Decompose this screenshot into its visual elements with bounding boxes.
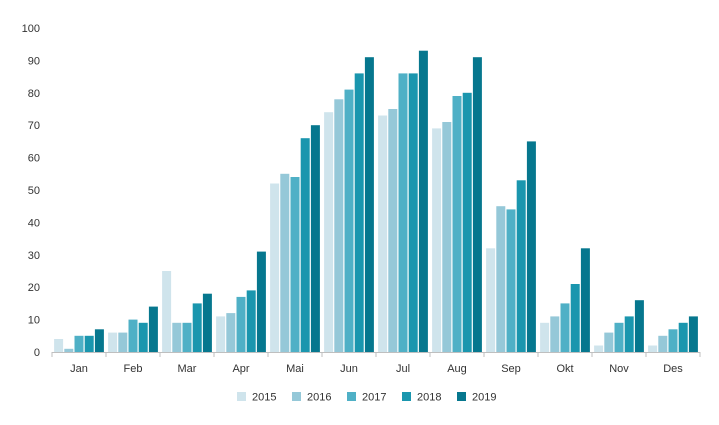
- bar-2018-jan: [84, 335, 94, 352]
- bar-2018-nov: [624, 316, 634, 352]
- bar-2017-feb: [128, 319, 138, 352]
- bar-2018-jul: [408, 73, 418, 353]
- y-tick-label: 40: [28, 217, 40, 229]
- bar-2018-jun: [354, 73, 364, 353]
- bar-2017-jul: [398, 73, 408, 353]
- y-tick-label: 30: [28, 250, 40, 262]
- bar-2015-mai: [270, 183, 280, 352]
- bar-2018-feb: [138, 322, 148, 352]
- legend-label-2015: 2015: [252, 392, 276, 404]
- bar-2016-des: [658, 335, 668, 352]
- bar-2017-nov: [614, 322, 624, 352]
- bars: [54, 50, 698, 353]
- y-tick-label: 0: [34, 347, 40, 359]
- legend-label-2017: 2017: [362, 392, 386, 404]
- bar-2016-jul: [388, 109, 398, 352]
- bar-2015-jul: [378, 115, 388, 352]
- bar-2017-jan: [74, 335, 84, 352]
- bar-2015-feb: [108, 332, 118, 352]
- y-tick-label: 70: [28, 120, 40, 132]
- legend-swatch-2015: [237, 392, 246, 401]
- bar-2015-des: [648, 345, 658, 352]
- bar-2019-okt: [580, 248, 590, 352]
- legend-swatch-2018: [402, 392, 411, 401]
- legend-swatch-2017: [347, 392, 356, 401]
- bar-2018-sep: [516, 180, 526, 352]
- bar-2016-mai: [280, 173, 290, 352]
- x-tick-label-sep: Sep: [501, 363, 521, 375]
- bar-2017-mar: [182, 322, 192, 352]
- bar-2015-jan: [54, 339, 64, 352]
- y-tick-label: 60: [28, 153, 40, 165]
- legend-label-2018: 2018: [417, 392, 441, 404]
- x-tick-label-okt: Okt: [556, 363, 573, 375]
- bar-2019-mar: [202, 293, 212, 352]
- bar-2019-jan: [94, 329, 104, 352]
- bar-2018-apr: [246, 290, 256, 352]
- bar-2015-mar: [162, 271, 172, 352]
- bar-2018-des: [678, 322, 688, 352]
- bar-2019-feb: [148, 306, 158, 352]
- y-tick-label: 50: [28, 185, 40, 197]
- bar-2016-feb: [118, 332, 128, 352]
- bar-2019-nov: [634, 300, 644, 352]
- x-tick-label-jul: Jul: [396, 363, 410, 375]
- y-tick-label: 90: [28, 55, 40, 67]
- bar-2017-aug: [452, 96, 462, 352]
- bar-2018-okt: [570, 284, 580, 352]
- y-tick-label: 100: [22, 23, 40, 35]
- x-tick-label-apr: Apr: [232, 363, 249, 375]
- bar-2016-aug: [442, 122, 452, 352]
- bar-2019-mai: [310, 125, 320, 352]
- legend-swatch-2019: [457, 392, 466, 401]
- bar-2019-aug: [472, 57, 482, 352]
- x-tick-label-mai: Mai: [286, 363, 304, 375]
- legend: 2015 2016 2017 2018 2019: [237, 392, 496, 404]
- bar-2016-jun: [334, 99, 344, 352]
- bar-2017-sep: [506, 209, 516, 352]
- x-tick-label-mar: Mar: [178, 363, 197, 375]
- bar-2015-jun: [324, 112, 334, 352]
- bar-2016-apr: [226, 313, 236, 352]
- y-tick-label: 80: [28, 88, 40, 100]
- bar-2015-okt: [540, 322, 550, 352]
- bar-2016-okt: [550, 316, 560, 352]
- bar-2016-jan: [64, 348, 74, 352]
- bar-2019-jun: [364, 57, 374, 352]
- bar-2018-aug: [462, 92, 472, 353]
- y-axis: 0 10 20 30 40 50 60 70 80 90 100: [22, 23, 40, 359]
- x-tick-label-feb: Feb: [124, 363, 143, 375]
- y-tick-label: 10: [28, 315, 40, 327]
- x-tick-label-nov: Nov: [609, 363, 629, 375]
- bar-2019-jul: [418, 50, 428, 352]
- bar-2015-aug: [432, 128, 442, 352]
- bar-2019-sep: [526, 141, 536, 352]
- bar-2016-mar: [172, 322, 182, 352]
- bar-2017-jun: [344, 89, 354, 352]
- legend-swatch-2016: [292, 392, 301, 401]
- bar-2015-apr: [216, 316, 226, 352]
- x-axis: Jan Feb Mar Apr Mai Jun Jul Aug Sep Okt Nov Des: [51, 352, 701, 375]
- bar-2015-nov: [594, 345, 604, 352]
- x-tick-label-jan: Jan: [70, 363, 88, 375]
- legend-label-2019: 2019: [472, 392, 496, 404]
- x-tick-label-jun: Jun: [340, 363, 358, 375]
- bar-2015-sep: [486, 248, 496, 352]
- x-tick-label-aug: Aug: [447, 363, 467, 375]
- x-tick-label-des: Des: [663, 363, 683, 375]
- bar-2019-apr: [256, 251, 266, 352]
- bar-2018-mai: [300, 138, 310, 352]
- bar-2019-des: [688, 316, 698, 352]
- bar-2016-nov: [604, 332, 614, 352]
- bar-2017-apr: [236, 296, 246, 352]
- y-tick-label: 20: [28, 282, 40, 294]
- bar-2016-sep: [496, 206, 506, 352]
- bar-2017-okt: [560, 303, 570, 352]
- legend-label-2016: 2016: [307, 392, 331, 404]
- bar-2018-mar: [192, 303, 202, 352]
- bar-2017-des: [668, 329, 678, 352]
- bar-2017-mai: [290, 177, 300, 352]
